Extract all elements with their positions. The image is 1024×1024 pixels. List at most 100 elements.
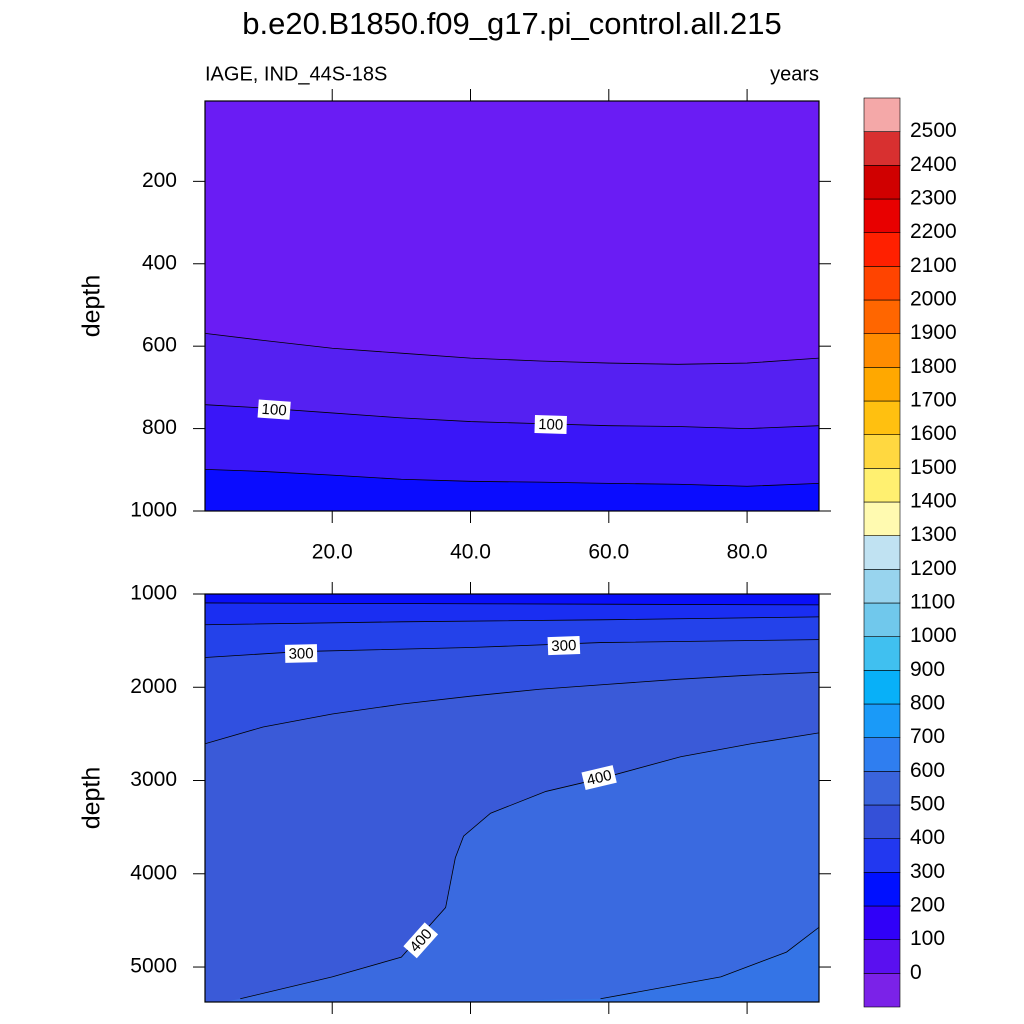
colorbar-box (863, 670, 901, 705)
colorbar-label: 1300 (910, 523, 957, 546)
colorbar-box (863, 569, 901, 604)
contour-label-box (581, 765, 617, 790)
plot-area: 100 100 (205, 101, 819, 511)
y-tick-label: 2000 (130, 675, 177, 698)
colorbar-box (863, 299, 901, 334)
plot-frame (204, 100, 820, 512)
contour-label-box (257, 399, 291, 420)
contour-label-box (534, 414, 567, 434)
y-tick-label: 800 (142, 416, 177, 439)
colorbar-label: 2500 (910, 119, 957, 142)
contour-label: 100 (257, 399, 291, 420)
contour-label: 300 (547, 635, 581, 656)
colorbar-box (863, 838, 901, 873)
contour-label-text: 100 (261, 401, 287, 420)
colorbar-label: 1200 (910, 557, 957, 580)
colorbar-box (863, 905, 901, 940)
colorbar-box (863, 131, 901, 166)
y-tick-label: 600 (142, 334, 177, 357)
colorbar-box (863, 535, 901, 570)
contour-line (205, 468, 819, 487)
y-tick-label: 1000 (130, 582, 177, 605)
colorbar-box (863, 737, 901, 772)
colorbar-label: 300 (910, 860, 945, 883)
contour-line (205, 404, 819, 429)
x-tick-label: 60.0 (588, 541, 629, 564)
contour-line (205, 602, 819, 606)
colorbar-label: 0 (910, 961, 922, 984)
contour-fill (442, 927, 819, 1002)
plot-frame (204, 593, 820, 1003)
chart-title: b.e20.B1850.f09_g17.pi_control.all.215 (242, 6, 782, 41)
colorbar-box (863, 636, 901, 671)
colorbar-label: 200 (910, 894, 945, 917)
colorbar-box (863, 501, 901, 536)
colorbar-box (863, 165, 901, 200)
y-tick-label: 400 (142, 251, 177, 274)
colorbar-label: 1100 (910, 591, 955, 614)
colorbar-label: 1600 (910, 422, 957, 445)
x-tick-label: 20.0 (312, 541, 353, 564)
colorbar-label: 1500 (910, 456, 957, 479)
y-tick-label: 4000 (130, 861, 177, 884)
colorbar-label: 400 (910, 826, 945, 849)
x-tick-label: 80.0 (727, 541, 768, 564)
y-axis-label: depth (78, 767, 106, 830)
colorbar-box (863, 434, 901, 469)
colorbar-box (863, 804, 901, 839)
subtitle-left: IAGE, IND_44S-18S (205, 63, 387, 85)
colorbar-box (863, 703, 901, 738)
colorbar-box (863, 468, 901, 503)
colorbar-box (863, 771, 901, 806)
colorbar-label: 2400 (910, 153, 957, 176)
contour-line (205, 671, 819, 745)
colorbar-box (863, 198, 901, 233)
colorbar-box (863, 367, 901, 402)
colorbar-label: 1700 (910, 389, 957, 412)
colorbar-label: 700 (910, 725, 945, 748)
contour-label-box (547, 635, 581, 656)
contour-label-text: 300 (288, 645, 313, 663)
colorbar-box (863, 872, 901, 907)
contour-label: 100 (534, 414, 567, 434)
colorbar-label: 100 (910, 927, 945, 950)
contour-label-box (403, 922, 439, 959)
colorbar-box (863, 939, 901, 974)
colorbar-box (863, 333, 901, 368)
contour-line (205, 333, 819, 365)
colorbar-label: 500 (910, 793, 945, 816)
colorbar-label: 600 (910, 759, 945, 782)
contour-label-text: 100 (538, 416, 564, 434)
colorbar-box (863, 97, 901, 132)
colorbar-label: 2200 (910, 220, 957, 243)
y-tick-label: 3000 (130, 768, 177, 791)
colorbar-box (863, 973, 901, 1008)
subtitle-right: years (770, 63, 819, 85)
y-axis-label: depth (78, 275, 106, 338)
contour-label-box (284, 644, 318, 663)
contour-label: 400 (581, 765, 617, 790)
contour-label: 300 (284, 644, 318, 663)
y-tick-label: 200 (142, 169, 177, 192)
x-tick-label: 40.0 (450, 541, 491, 564)
y-tick-label: 1000 (130, 499, 177, 522)
contour-line (240, 732, 819, 1000)
colorbar-label: 1800 (910, 355, 957, 378)
contour-line (600, 926, 819, 1000)
contour-line (205, 639, 819, 658)
colorbar-label: 2100 (910, 254, 957, 277)
contour-label-text: 400 (585, 767, 613, 789)
y-tick-label: 5000 (130, 955, 177, 978)
colorbar-box (863, 232, 901, 267)
colorbar-label: 2300 (910, 187, 957, 210)
colorbar-box (863, 400, 901, 435)
colorbar-box (863, 266, 901, 301)
contour-fill (224, 732, 819, 1002)
colorbar-label: 2000 (910, 288, 957, 311)
colorbar-box (863, 602, 901, 637)
colorbar-label: 900 (910, 658, 945, 681)
contour-line (205, 616, 819, 626)
contour-label-text: 300 (551, 637, 577, 655)
